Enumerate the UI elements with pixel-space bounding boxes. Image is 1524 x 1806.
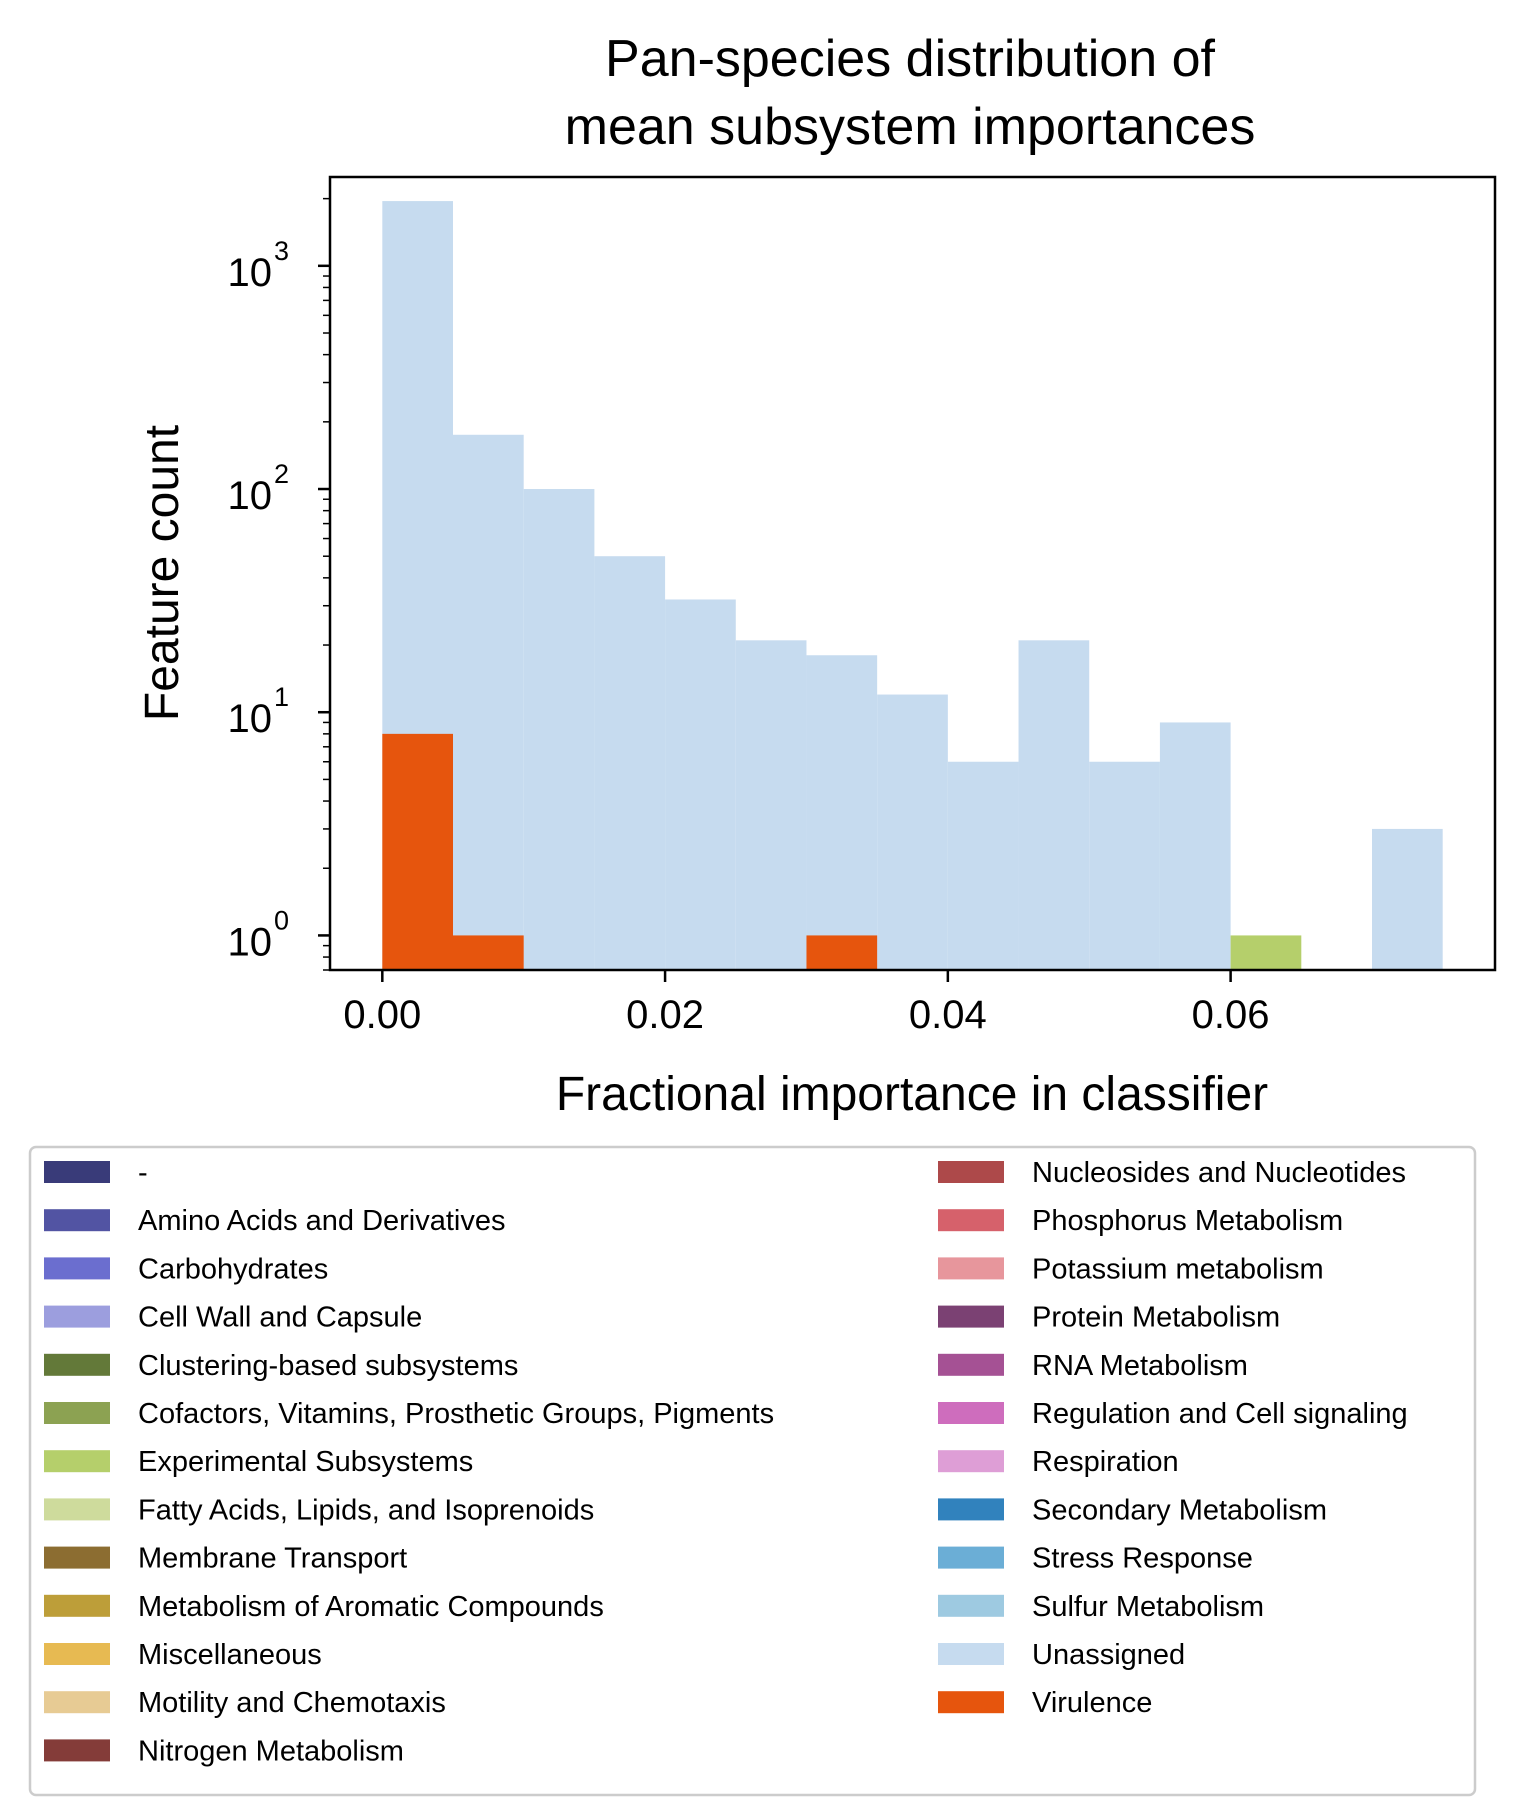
legend-label: Protein Metabolism — [1032, 1302, 1280, 1334]
bar-unassigned-6 — [806, 655, 878, 970]
x-tick-label: 0.06 — [1192, 993, 1270, 1037]
y-axis-label: Feature count — [136, 425, 189, 721]
legend-label: Nitrogen Metabolism — [138, 1735, 404, 1767]
legend-swatch — [938, 1498, 1004, 1521]
bar-unassigned-10 — [1089, 761, 1160, 970]
x-axis-label: Fractional importance in classifier — [556, 1068, 1268, 1121]
legend-swatch — [44, 1498, 110, 1521]
legend-swatch — [44, 1305, 110, 1328]
legend-label: RNA Metabolism — [1032, 1350, 1248, 1382]
x-tick-label: 0.04 — [909, 993, 987, 1037]
legend-label: Virulence — [1032, 1687, 1152, 1719]
legend-label: Sulfur Metabolism — [1032, 1591, 1264, 1623]
legend-swatch — [44, 1353, 110, 1376]
legend-label: Fatty Acids, Lipids, and Isoprenoids — [138, 1494, 594, 1526]
legend-label: Amino Acids and Derivatives — [138, 1205, 506, 1237]
legend-swatch — [938, 1402, 1004, 1424]
legend-swatch — [938, 1257, 1004, 1280]
legend-swatch — [44, 1594, 110, 1617]
legend-swatch — [938, 1594, 1004, 1617]
legend-label: Cofactors, Vitamins, Prosthetic Groups, … — [138, 1398, 774, 1430]
legend-label: Secondary Metabolism — [1032, 1494, 1327, 1526]
legend-swatch — [938, 1161, 1004, 1183]
legend-label: Phosphorus Metabolism — [1032, 1205, 1343, 1237]
legend-label: Stress Response — [1032, 1543, 1253, 1575]
legend-label: Cell Wall and Capsule — [138, 1302, 422, 1334]
y-tick-label: 10 — [228, 920, 273, 964]
legend-label: - — [138, 1157, 148, 1189]
legend-label: Metabolism of Aromatic Compounds — [138, 1591, 604, 1623]
bar-unassigned-14 — [1371, 828, 1443, 970]
bar-unassigned-11 — [1159, 722, 1231, 970]
bar-unassigned-3 — [594, 556, 666, 970]
legend-swatch — [938, 1691, 1004, 1714]
legend-label: Potassium metabolism — [1032, 1253, 1324, 1285]
x-tick-label: 0.02 — [626, 993, 704, 1037]
legend-label: Membrane Transport — [138, 1543, 407, 1575]
y-tick-exponent: 3 — [274, 236, 289, 266]
legend-swatch — [44, 1739, 110, 1762]
y-tick-label: 10 — [228, 251, 273, 295]
legend-label: Nucleosides and Nucleotides — [1032, 1157, 1406, 1189]
y-tick-exponent: 0 — [274, 905, 289, 935]
legend-label: Miscellaneous — [138, 1639, 322, 1671]
legend-box — [28, 1145, 1477, 1797]
legend-swatch — [44, 1691, 110, 1714]
legend-swatch — [938, 1305, 1004, 1328]
bar-unassigned-5 — [735, 640, 807, 970]
legend-swatch — [44, 1161, 110, 1183]
legend: - Amino Acids and Derivatives Carbohydrate… — [44, 1157, 1408, 1767]
legend-label: Clustering-based subsystems — [138, 1350, 518, 1382]
legend-swatch — [44, 1402, 110, 1424]
x-tick-label: 0.00 — [343, 993, 421, 1037]
legend-swatch — [938, 1209, 1004, 1232]
y-tick-exponent: 2 — [274, 459, 289, 489]
legend-swatch — [938, 1546, 1004, 1569]
bar-virulence-1 — [453, 935, 524, 970]
legend-swatch — [44, 1257, 110, 1280]
legend-label: Motility and Chemotaxis — [138, 1687, 446, 1719]
bar-experimental-subsystems-12 — [1230, 935, 1302, 970]
bar-unassigned-8 — [947, 761, 1019, 970]
legend-label: Unassigned — [1032, 1639, 1185, 1671]
bar-virulence-6 — [806, 935, 878, 970]
bar-unassigned-4 — [665, 599, 736, 970]
bars-layer — [382, 201, 1443, 970]
bar-virulence-0 — [382, 733, 454, 970]
bar-unassigned-2 — [523, 489, 595, 970]
legend-swatch — [44, 1643, 110, 1665]
legend-swatch — [44, 1450, 110, 1473]
legend-swatch — [44, 1546, 110, 1569]
legend-swatch — [938, 1353, 1004, 1376]
chart-title-line-2: mean subsystem importances — [565, 98, 1256, 156]
y-tick-label: 10 — [228, 697, 273, 741]
y-tick-label: 10 — [228, 474, 273, 518]
chart-title-line-1: Pan-species distribution of — [605, 30, 1215, 88]
legend-label: Carbohydrates — [138, 1253, 328, 1285]
legend-swatch — [938, 1643, 1004, 1665]
bar-unassigned-1 — [453, 434, 524, 970]
plot-frame — [328, 175, 1497, 972]
legend-swatch — [938, 1450, 1004, 1473]
legend-label: Experimental Subsystems — [138, 1446, 473, 1478]
y-tick-exponent: 1 — [274, 682, 289, 712]
legend-label: Regulation and Cell signaling — [1032, 1398, 1408, 1430]
legend-swatch — [44, 1209, 110, 1232]
bar-unassigned-7 — [877, 694, 948, 970]
bar-unassigned-9 — [1018, 640, 1090, 970]
legend-label: Respiration — [1032, 1446, 1179, 1478]
